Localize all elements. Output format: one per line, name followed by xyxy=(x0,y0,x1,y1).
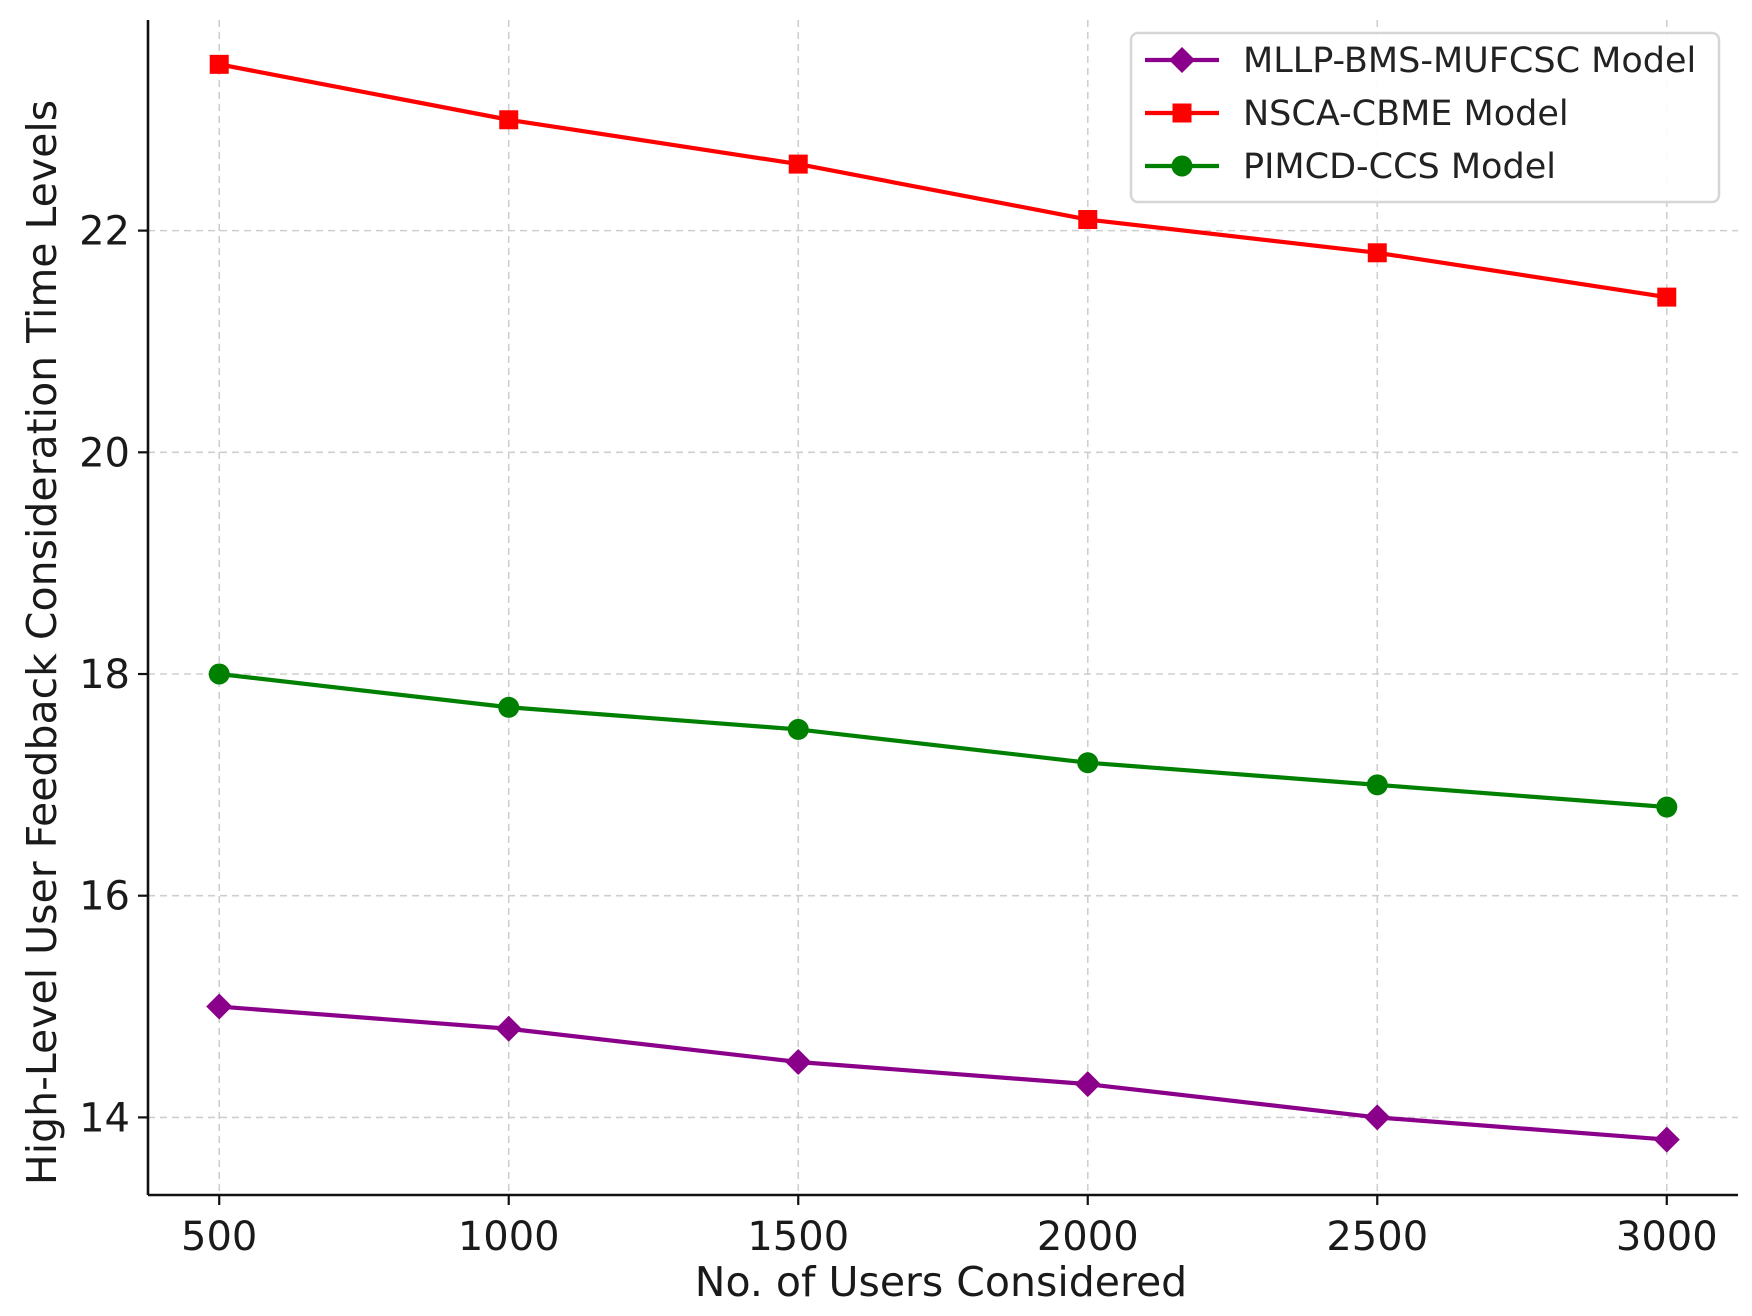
legend: MLLP-BMS-MUFCSC Model NSCA-CBME Model PIMC… xyxy=(1129,31,1721,204)
y-tick-label: 18 xyxy=(79,652,130,698)
legend-entry: MLLP-BMS-MUFCSC Model xyxy=(1145,41,1696,81)
x-tick-label: 1500 xyxy=(747,1214,849,1260)
x-tick-label: 2500 xyxy=(1326,1214,1428,1260)
data-point xyxy=(1364,1104,1391,1131)
series-line xyxy=(218,62,1668,300)
series-mllp-bms-mufcsc-model xyxy=(206,993,1680,1153)
legend-marker xyxy=(1169,47,1195,73)
data-point xyxy=(495,1015,522,1042)
x-tick-label: 2000 xyxy=(1037,1214,1139,1260)
y-tick-label: 16 xyxy=(79,874,130,920)
data-point xyxy=(206,993,233,1020)
data-point xyxy=(1074,1071,1101,1098)
y-tick-label: 22 xyxy=(79,209,130,255)
data-point xyxy=(788,154,808,174)
axes: 500 1000 1500 2000 2500 3000 14 16 18 20 22 No. of … xyxy=(18,20,1738,1306)
y-tick-label: 14 xyxy=(79,1095,130,1141)
data-point xyxy=(499,110,519,130)
data-point xyxy=(1078,210,1098,230)
data-point xyxy=(1653,1126,1680,1153)
data-point xyxy=(1367,243,1387,263)
data-point xyxy=(787,718,809,740)
series-nsca-cbme-model xyxy=(209,54,1677,307)
series-group xyxy=(206,54,1680,1153)
data-point xyxy=(1657,287,1677,307)
legend-marker xyxy=(1171,155,1193,177)
x-tick-label: 1000 xyxy=(458,1214,560,1260)
data-point xyxy=(498,696,520,718)
x-tick-label: 500 xyxy=(181,1214,257,1260)
data-point xyxy=(1077,752,1099,774)
legend-label: MLLP-BMS-MUFCSC Model xyxy=(1243,41,1696,81)
y-tick-label: 20 xyxy=(79,430,130,476)
data-point xyxy=(785,1048,812,1075)
legend-entry: PIMCD-CCS Model xyxy=(1145,147,1556,187)
series-line xyxy=(218,671,1667,810)
x-axis-title: No. of Users Considered xyxy=(695,1258,1187,1306)
data-point xyxy=(208,663,230,685)
data-point xyxy=(1656,796,1678,818)
x-tick-label: 3000 xyxy=(1616,1214,1718,1260)
legend-entry: NSCA-CBME Model xyxy=(1145,94,1569,134)
y-axis-title: High-Level User Feedback Consideration T… xyxy=(18,100,66,1185)
legend-label: NSCA-CBME Model xyxy=(1243,94,1569,134)
legend-box xyxy=(1129,31,1721,204)
legend-label: PIMCD-CCS Model xyxy=(1243,147,1556,187)
legend-marker xyxy=(1172,103,1192,123)
data-point xyxy=(1366,774,1388,796)
series-line xyxy=(219,1004,1667,1142)
data-point xyxy=(209,54,229,74)
series-pimcd-ccs-model xyxy=(208,663,1678,818)
